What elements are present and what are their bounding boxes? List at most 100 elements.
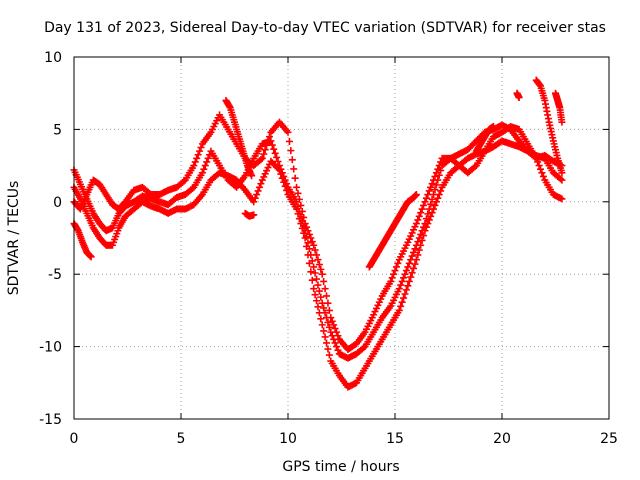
data-point [315,309,323,317]
data-point [324,318,332,326]
data-point [303,223,311,231]
data-point [304,239,312,247]
data-point [200,165,208,173]
data-point [320,304,328,312]
data-point [321,285,329,293]
data-point [415,246,423,254]
data-point [418,205,426,213]
data-point [278,174,286,182]
data-point [412,220,420,228]
data-point [293,205,301,213]
data-point [432,181,440,189]
data-point [434,165,442,173]
series-track-2 [70,137,566,391]
y-tick-label: 5 [53,122,62,138]
data-point [388,274,396,282]
series-segment-early-dip [70,220,95,261]
data-point [305,259,313,267]
data-point [398,298,406,306]
data-point [387,277,395,285]
data-point [196,147,204,155]
data-point [428,209,436,217]
data-point [398,277,406,285]
data-point [427,212,435,220]
y-tick-label: -5 [48,267,62,283]
data-point [330,321,338,329]
data-point [193,154,201,162]
data-point [285,137,293,145]
data-point [180,177,188,185]
data-point [308,276,316,284]
data-point [300,229,308,237]
data-point [318,321,326,329]
data-point [408,229,416,237]
data-point [372,304,380,312]
series-segment-late-high [532,76,566,177]
data-point [283,186,291,194]
data-point [264,164,272,172]
data-points [70,76,566,391]
data-point [412,191,420,199]
data-point [432,198,440,206]
x-tick-label: 5 [177,431,186,447]
data-point [248,172,256,180]
data-point [402,267,410,275]
data-point [313,297,321,305]
data-point [188,185,196,193]
data-point [414,216,422,224]
series-segment-late-right [552,89,566,126]
data-point [422,223,430,231]
data-point [295,215,303,223]
x-tick-label: 20 [493,431,511,447]
data-point [391,267,399,275]
data-point [315,287,323,295]
data-point [437,158,445,166]
data-point [428,195,436,203]
data-point [314,256,322,264]
x-tick-label: 15 [386,431,404,447]
data-point [87,253,95,261]
data-point [290,165,298,173]
data-point [404,238,412,246]
series-segment-late-point [513,89,523,102]
y-tick-label: -15 [39,412,62,428]
data-point [331,339,339,347]
data-point [261,146,269,154]
data-point [435,162,443,170]
data-point [377,295,385,303]
data-point [264,137,272,145]
data-point [265,133,273,141]
data-point [310,285,318,293]
data-point [321,333,329,341]
data-point [320,277,328,285]
data-point [405,235,413,243]
data-point [420,201,428,209]
data-point [424,191,432,199]
x-tick-label: 10 [279,431,297,447]
data-point [318,270,326,278]
data-point [415,212,423,220]
data-point [253,191,261,199]
data-point [410,248,418,256]
data-point [328,317,336,325]
axis-ticks: 0 5 10 15 20 25 10 5 0 -5 -10 -15 [39,50,618,447]
data-point [420,232,428,240]
data-point [251,194,259,202]
data-point [558,118,566,126]
data-point [430,205,438,213]
data-point [324,345,332,353]
data-point [405,277,413,285]
data-point [190,162,198,170]
data-point [314,281,322,289]
data-point [437,187,445,195]
data-point [334,332,342,340]
data-point [281,182,289,190]
y-tick-label: -10 [39,340,62,356]
data-point [435,191,443,199]
data-point [323,292,331,300]
data-point [191,158,199,166]
data-point [331,325,339,332]
data-point [311,269,319,277]
y-tick-label: 10 [44,50,62,66]
data-point [255,183,263,191]
